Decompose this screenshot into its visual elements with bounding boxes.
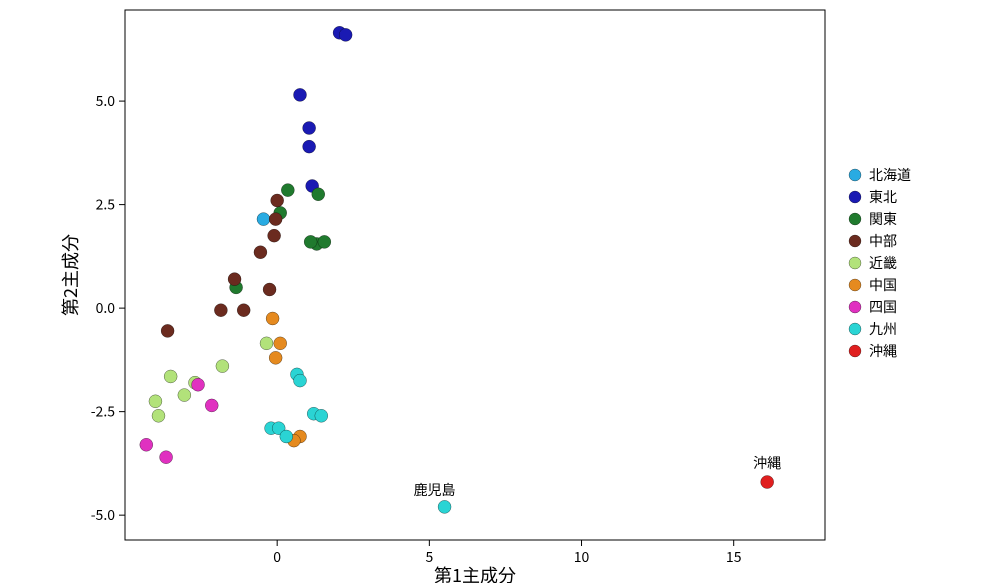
legend-label: 北海道	[869, 165, 911, 185]
legend-label: 関東	[869, 209, 897, 229]
data-point	[280, 430, 293, 443]
data-point	[281, 184, 294, 197]
data-point	[339, 28, 352, 41]
data-point	[761, 476, 774, 489]
data-point	[294, 88, 307, 101]
x-tick-label: 5	[425, 547, 433, 567]
legend-label: 九州	[869, 319, 897, 339]
data-point	[318, 235, 331, 248]
data-point	[315, 409, 328, 422]
legend-label: 中部	[869, 231, 897, 251]
scatter-chart: 0 5 10 15 -5.0 -2.5 0.0 2.5 5.0 第1主成分 第2主成分鹿児島 沖縄 北海…	[0, 0, 1000, 583]
data-point	[152, 409, 165, 422]
data-point	[214, 304, 227, 317]
data-point	[257, 213, 270, 226]
point-annotation: 沖縄	[753, 453, 781, 473]
legend-marker	[849, 235, 861, 247]
data-point	[269, 213, 282, 226]
x-tick-label: 15	[726, 547, 742, 567]
y-axis-label: 第2主成分	[57, 234, 83, 316]
legend-marker	[849, 257, 861, 269]
legend-marker	[849, 169, 861, 181]
data-point	[160, 451, 173, 464]
data-point	[294, 374, 307, 387]
data-point	[304, 235, 317, 248]
data-point	[266, 312, 279, 325]
y-tick-label: 5.0	[96, 91, 116, 111]
legend-label: 近畿	[869, 253, 897, 273]
legend-marker	[849, 191, 861, 203]
data-point	[271, 194, 284, 207]
y-tick-label: -2.5	[91, 402, 116, 422]
data-point	[149, 395, 162, 408]
data-point	[303, 140, 316, 153]
data-point	[303, 122, 316, 135]
y-tick-label: -5.0	[91, 505, 116, 525]
legend-marker	[849, 279, 861, 291]
data-point	[216, 360, 229, 373]
y-tick-label: 2.5	[96, 195, 116, 215]
legend-marker	[849, 213, 861, 225]
data-point	[274, 337, 287, 350]
legend-marker	[849, 345, 861, 357]
data-point	[192, 378, 205, 391]
data-point	[260, 337, 273, 350]
x-tick-label: 10	[574, 547, 590, 567]
legend-label: 四国	[869, 297, 897, 317]
data-point	[161, 324, 174, 337]
data-point	[178, 389, 191, 402]
x-axis-label: 第1主成分	[434, 562, 516, 583]
data-point	[164, 370, 177, 383]
legend-label: 東北	[869, 187, 897, 207]
data-point	[205, 399, 218, 412]
data-point	[312, 188, 325, 201]
data-point	[263, 283, 276, 296]
data-point	[438, 500, 451, 513]
y-tick-label: 0.0	[96, 298, 116, 318]
chart-svg: 0 5 10 15 -5.0 -2.5 0.0 2.5 5.0 第1主成分 第2主成分鹿児島 沖縄 北海…	[0, 0, 1000, 583]
point-annotation: 鹿児島	[414, 480, 456, 500]
legend-label: 沖縄	[869, 341, 897, 361]
x-tick-label: 0	[273, 547, 281, 567]
data-point	[268, 229, 281, 242]
legend-marker	[849, 323, 861, 335]
legend-marker	[849, 301, 861, 313]
legend-label: 中国	[869, 275, 897, 295]
data-point	[269, 351, 282, 364]
data-point	[254, 246, 267, 259]
data-point	[228, 273, 241, 286]
data-point	[237, 304, 250, 317]
data-point	[140, 438, 153, 451]
